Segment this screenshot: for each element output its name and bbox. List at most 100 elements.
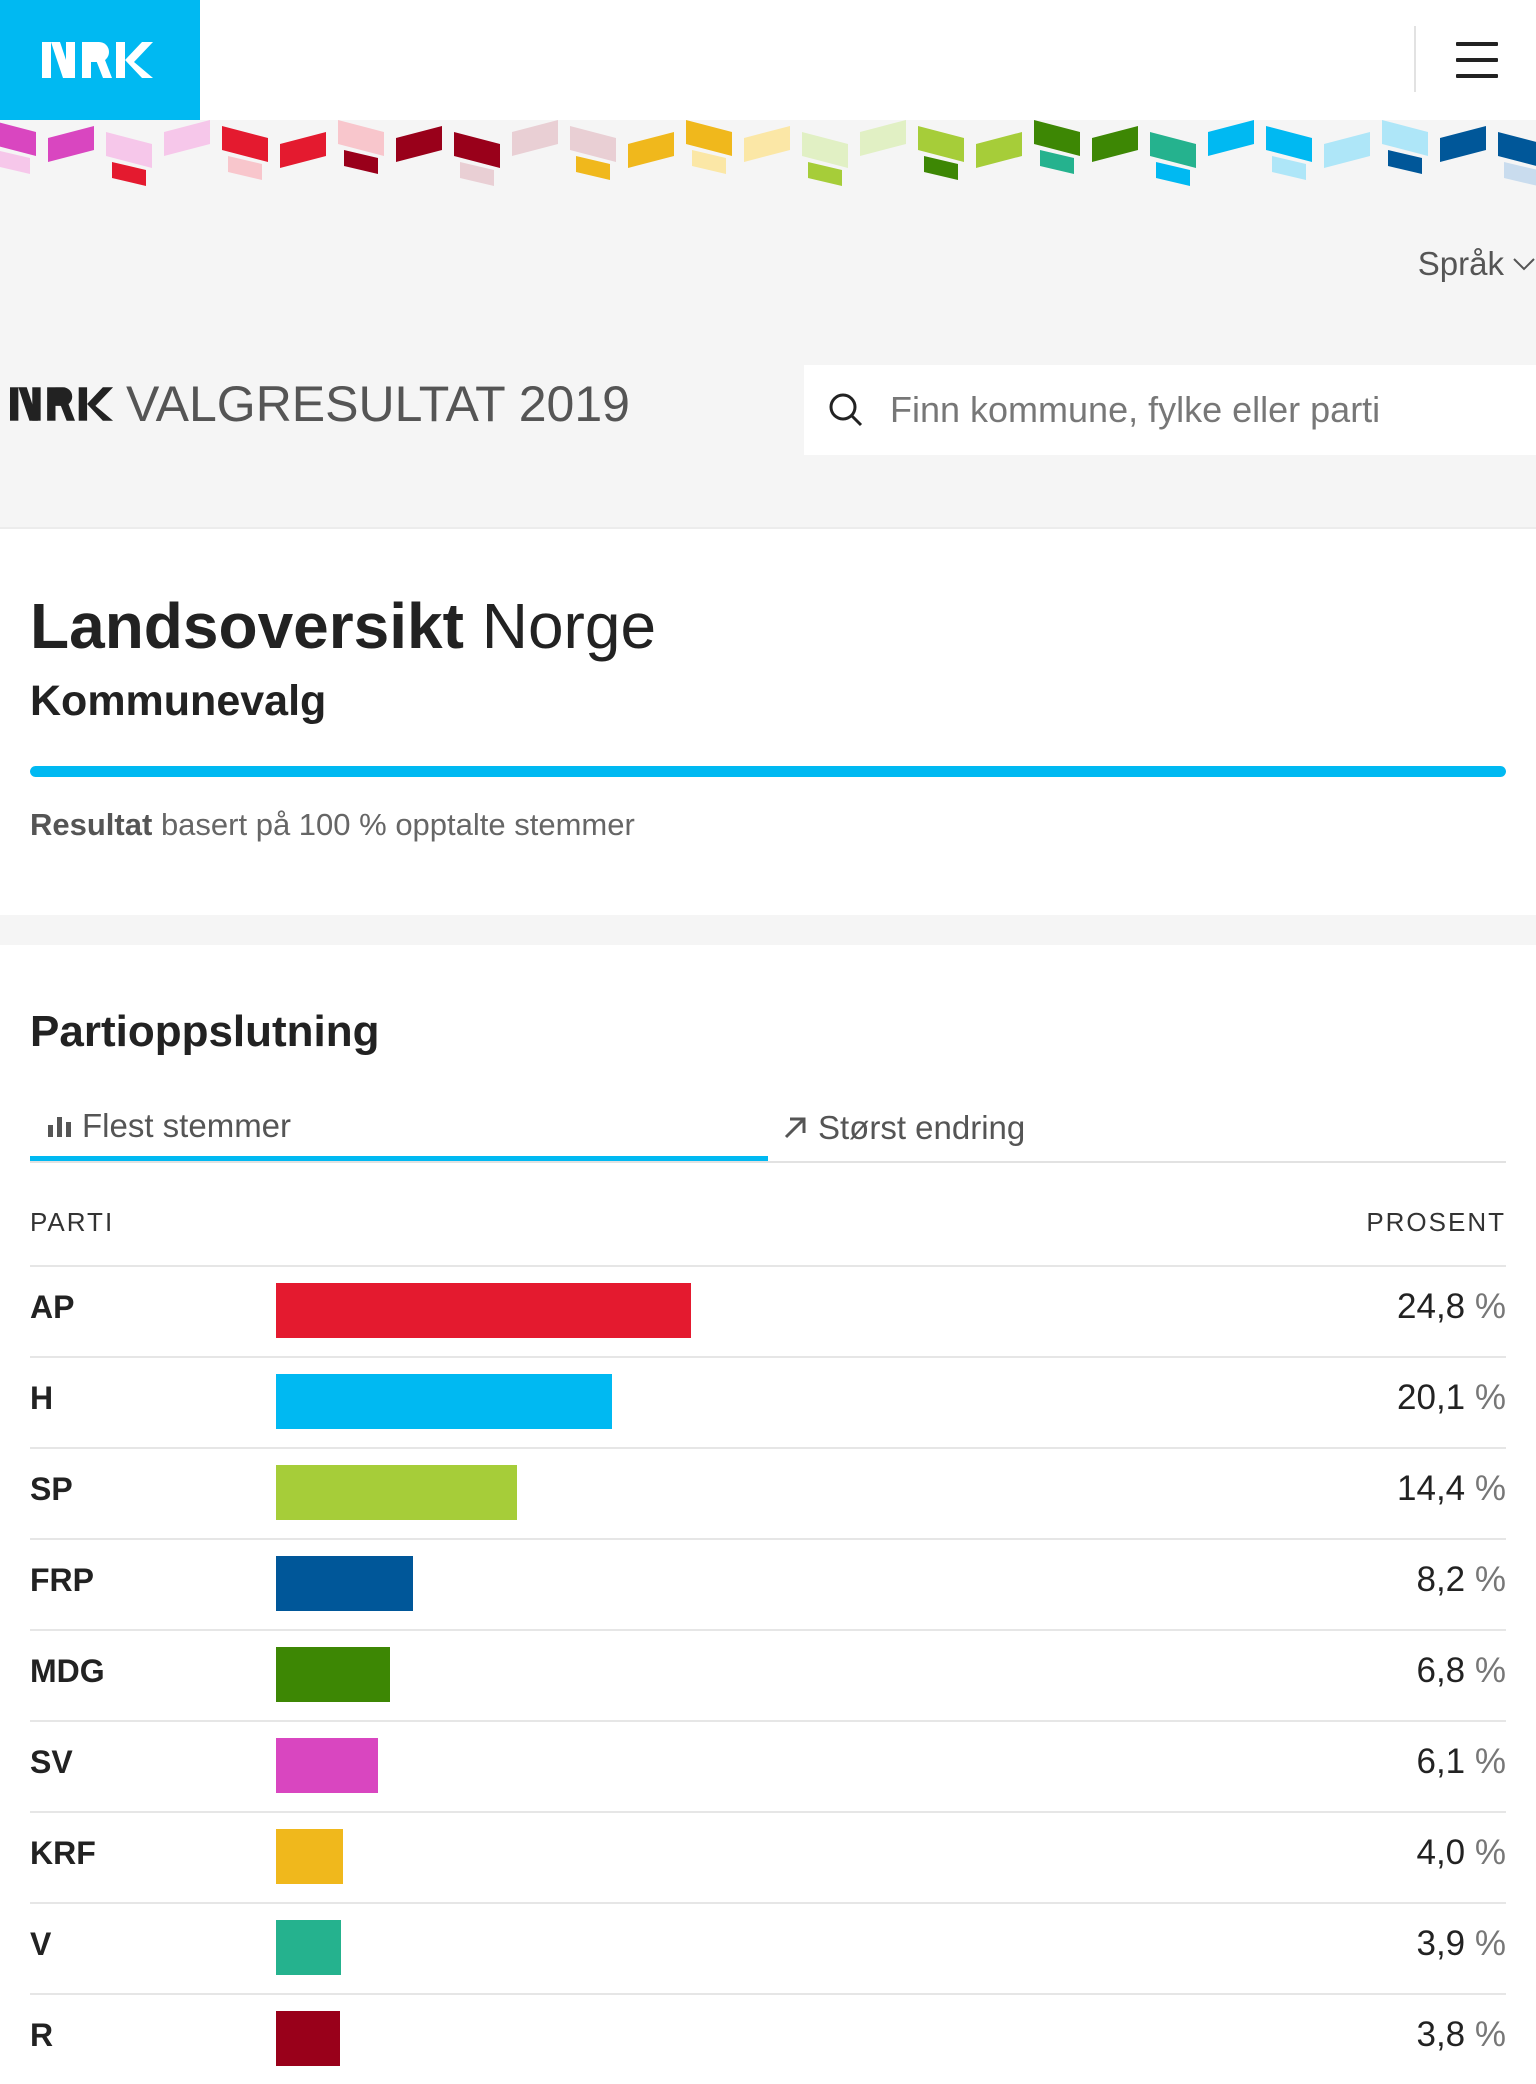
party-percent-value: 3,8 xyxy=(1416,2015,1466,2054)
party-row[interactable]: V 3,9 % xyxy=(30,1902,1506,1993)
site-header: Språk VALGRESULTAT 2019 xyxy=(0,195,1536,529)
party-name: FRP xyxy=(30,1562,94,1598)
result-label: Resultat xyxy=(30,807,153,842)
section-separator xyxy=(0,915,1536,945)
column-header-percent: PROSENT xyxy=(1366,1207,1506,1237)
party-bar xyxy=(276,1374,613,1429)
party-row[interactable]: KRF 4,0 % xyxy=(30,1811,1506,1902)
percent-unit: % xyxy=(1474,1469,1506,1508)
banner-chevron xyxy=(1208,120,1254,156)
party-row[interactable]: AP 24,8 % xyxy=(30,1265,1506,1356)
tab-most-votes-label: Flest stemmer xyxy=(82,1106,292,1144)
banner-chevron xyxy=(106,132,152,168)
banner-chevron xyxy=(1034,120,1080,156)
banner-chevron xyxy=(1498,132,1536,166)
menu-button[interactable] xyxy=(1440,30,1514,90)
page-title-bold: Landsoversikt xyxy=(30,590,464,662)
party-percent-value: 20,1 xyxy=(1397,1378,1466,1417)
party-bar xyxy=(276,1465,517,1520)
site-title: VALGRESULTAT 2019 xyxy=(126,376,630,432)
banner-chevron xyxy=(344,150,378,174)
banner-chevron xyxy=(1272,156,1306,180)
decorative-banner xyxy=(0,120,1536,195)
banner-chevron xyxy=(1150,132,1196,168)
percent-unit: % xyxy=(1474,1287,1506,1326)
tab-most-votes[interactable]: Flest stemmer xyxy=(30,1095,768,1161)
hamburger-icon xyxy=(1456,42,1498,46)
banner-chevron xyxy=(924,156,958,180)
party-row[interactable]: SP 14,4 % xyxy=(30,1447,1506,1538)
party-percent: 3,8 % xyxy=(1416,2015,1506,2055)
banner-chevron xyxy=(976,132,1022,168)
banner-chevron xyxy=(570,126,616,162)
banner-chevron xyxy=(112,162,146,186)
banner-chevron xyxy=(338,120,384,156)
banner-chevron xyxy=(228,156,262,180)
top-bar xyxy=(0,0,1536,120)
banner-chevron xyxy=(222,126,268,162)
hamburger-icon-line xyxy=(1456,58,1498,62)
nrk-small-logo-icon xyxy=(10,387,114,421)
page-title-rest: Norge xyxy=(481,590,657,662)
party-bar xyxy=(276,1829,343,1884)
party-percent-value: 4,0 xyxy=(1416,1833,1466,1872)
nrk-logo-icon xyxy=(42,42,153,78)
arrow-up-right-icon xyxy=(784,1117,806,1139)
overview-section: Landsoversikt Norge Kommunevalg Resultat… xyxy=(0,529,1536,915)
election-type: Kommunevalg xyxy=(30,677,327,725)
party-percent: 3,9 % xyxy=(1416,1924,1506,1964)
party-percent-value: 14,4 xyxy=(1397,1469,1466,1508)
percent-unit: % xyxy=(1474,1560,1506,1599)
chevron-down-icon xyxy=(1513,258,1535,271)
results-tabs: Flest stemmer Størst endring xyxy=(30,1095,1506,1163)
page-title: Landsoversikt Norge xyxy=(30,589,656,663)
search-input[interactable] xyxy=(888,388,1492,432)
search-box[interactable] xyxy=(804,365,1536,455)
party-bar xyxy=(276,1738,379,1793)
banner-chevron xyxy=(1388,150,1422,174)
party-row[interactable]: R 3,8 % xyxy=(30,1993,1506,2084)
party-results-section: Partioppslutning Flest stemmer Størst en… xyxy=(0,945,1536,2066)
party-name: MDG xyxy=(30,1653,105,1689)
party-percent-value: 3,9 xyxy=(1416,1924,1466,1963)
party-table: AP 24,8 % H 20,1 % SP 14,4 % FRP 8,2 % MDG 6,8 % S… xyxy=(30,1265,1506,2084)
party-percent: 8,2 % xyxy=(1416,1560,1506,1600)
banner-chevron xyxy=(1324,132,1370,168)
percent-unit: % xyxy=(1474,2015,1506,2054)
banner-chevron xyxy=(1156,162,1190,186)
party-bar xyxy=(276,1283,691,1338)
party-percent: 4,0 % xyxy=(1416,1833,1506,1873)
party-name: AP xyxy=(30,1289,75,1325)
party-row[interactable]: SV 6,1 % xyxy=(30,1720,1506,1811)
banner-chevron xyxy=(164,120,210,156)
party-row[interactable]: FRP 8,2 % xyxy=(30,1538,1506,1629)
percent-unit: % xyxy=(1474,1924,1506,1963)
party-name: H xyxy=(30,1380,54,1416)
banner-chevron xyxy=(808,162,842,186)
banner-chevron xyxy=(460,162,494,186)
banner-chevron xyxy=(744,126,790,162)
percent-unit: % xyxy=(1474,1742,1506,1781)
result-status: Resultat basert på 100 % opptalte stemme… xyxy=(30,807,635,843)
banner-chevron xyxy=(802,132,848,168)
party-name: V xyxy=(30,1926,52,1962)
banner-chevron xyxy=(1504,162,1536,186)
party-percent-value: 6,8 xyxy=(1416,1651,1466,1690)
menu-divider xyxy=(1414,26,1416,92)
language-select[interactable]: Språk xyxy=(1418,245,1536,283)
site-brand[interactable]: VALGRESULTAT 2019 xyxy=(10,375,630,433)
banner-chevron xyxy=(512,120,558,156)
party-row[interactable]: MDG 6,8 % xyxy=(30,1629,1506,1720)
chevron-pattern xyxy=(0,120,1536,186)
party-name: SP xyxy=(30,1471,73,1507)
result-description: basert på 100 % opptalte stemmer xyxy=(160,807,635,842)
nrk-logo[interactable] xyxy=(0,0,200,120)
banner-chevron xyxy=(48,126,94,162)
column-header-party: PARTI xyxy=(30,1207,115,1237)
tab-largest-change[interactable]: Størst endring xyxy=(782,1095,1025,1161)
banner-chevron xyxy=(918,126,964,162)
party-row[interactable]: H 20,1 % xyxy=(30,1356,1506,1447)
party-name: SV xyxy=(30,1744,73,1780)
banner-chevron xyxy=(0,150,30,174)
banner-chevron xyxy=(1092,126,1138,162)
